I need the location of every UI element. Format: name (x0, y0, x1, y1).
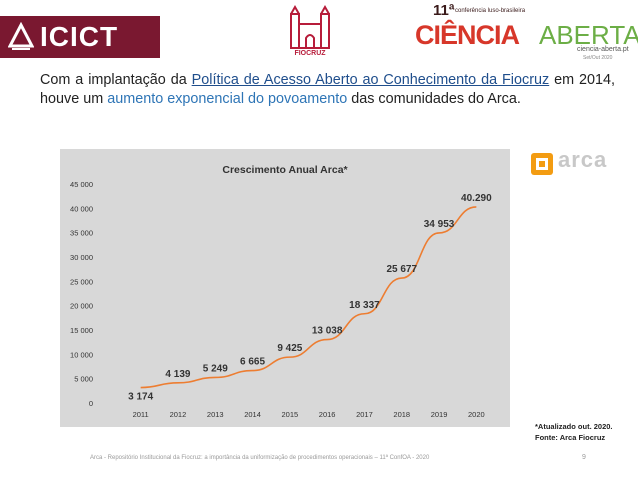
y-tick-label: 0 (89, 399, 93, 408)
conference-subtitle: conferência luso-brasileira (455, 8, 526, 14)
chart-panel: Crescimento Anual Arca* 0 5 000 10 000 15 0… (60, 149, 510, 427)
x-tick-label: 2016 (319, 410, 336, 419)
x-tick-label: 2012 (170, 410, 187, 419)
page-number: 9 (582, 454, 586, 461)
y-tick-label: 30 000 (70, 253, 93, 262)
x-tick-label: 2015 (282, 410, 299, 419)
data-label: 18 337 (349, 300, 380, 311)
conference-word-ciencia: CIÊNCIA (415, 20, 520, 50)
data-label: 13 038 (312, 326, 343, 337)
intro-text-2: em 2014, houve um (40, 72, 616, 107)
arca-label: arca (558, 147, 608, 172)
intro-text-3: das comunidades do Arca. (347, 91, 521, 107)
x-tick-label: 2018 (393, 410, 410, 419)
policy-link[interactable]: Política de Acesso Aberto ao Conheciment… (191, 72, 550, 88)
y-tick-label: 20 000 (70, 302, 93, 311)
data-label: 4 139 (165, 369, 190, 380)
conference-word-aberta: ABERTA (539, 20, 638, 50)
conference-site: ciencia-aberta.pt (577, 46, 629, 53)
x-tick-label: 2014 (244, 410, 261, 419)
arca-icon (531, 153, 553, 175)
y-tick-label: 15 000 (70, 326, 93, 335)
arca-logo: arca (528, 147, 624, 181)
growth-line-chart: Crescimento Anual Arca* 0 5 000 10 000 15 0… (70, 164, 492, 419)
note-source: Fonte: Arca Fiocruz (535, 433, 606, 442)
x-tick-label: 2019 (431, 410, 448, 419)
intro-text-1: Com a implantação da (40, 72, 192, 88)
data-label: 40.290 (461, 193, 492, 204)
slide-header: ICICT FIOCRUZ 11ª conferência luso-brasi… (0, 0, 638, 64)
y-tick-label: 10 000 (70, 350, 93, 359)
intro-highlight: aumento exponencial do povoamento (107, 91, 348, 107)
chart-title: Crescimento Anual Arca* (222, 164, 348, 176)
fiocruz-label: FIOCRUZ (294, 50, 326, 57)
series-line (140, 206, 477, 389)
icict-logo: ICICT (0, 16, 160, 58)
slide-footer: Arca - Repositório Institucional da Fioc… (90, 455, 430, 461)
y-tick-label: 45 000 (70, 180, 93, 189)
icict-mark-icon (8, 22, 34, 50)
y-tick-label: 40 000 (70, 204, 93, 213)
conference-number: 11ª (433, 2, 455, 19)
y-tick-label: 35 000 (70, 229, 93, 238)
x-tick-label: 2017 (356, 410, 373, 419)
data-label: 25 677 (386, 264, 417, 275)
conference-date: Set/Out 2020 (583, 55, 613, 61)
note-updated: *Atualizado out. 2020. (535, 422, 613, 431)
y-tick-label: 5 000 (74, 375, 93, 384)
x-tick-label: 2011 (133, 410, 149, 419)
intro-paragraph: Com a implantação da Política de Acesso … (40, 71, 615, 109)
x-tick-label: 2020 (468, 410, 485, 419)
fiocruz-castle-icon (290, 4, 330, 49)
x-tick-label: 2013 (207, 410, 224, 419)
data-label: 3 174 (128, 392, 153, 403)
data-label: 34 953 (424, 219, 455, 230)
data-label: 9 425 (277, 343, 302, 354)
conference-logo: 11ª conferência luso-brasileira CIÊNCIA … (415, 2, 638, 62)
chart-notes: *Atualizado out. 2020. Fonte: Arca Fiocr… (535, 421, 613, 443)
data-label: 5 249 (203, 363, 228, 374)
data-label: 6 665 (240, 357, 265, 368)
y-tick-label: 25 000 (70, 277, 93, 286)
icict-label: ICICT (40, 21, 119, 52)
